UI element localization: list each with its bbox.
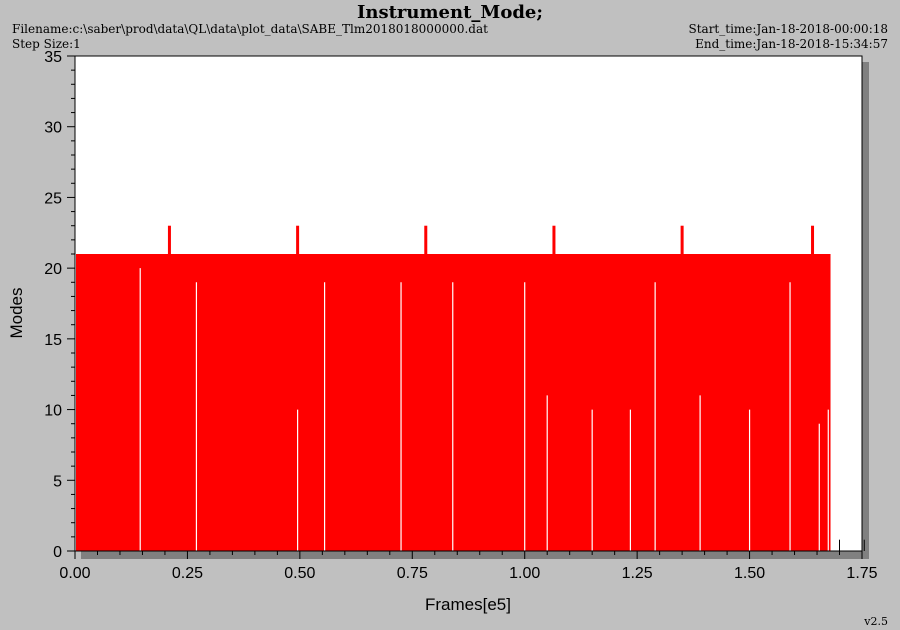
start-time-label: Start_time:Jan-18-2018-00:00:18 (688, 22, 889, 36)
y-tick-label: 15 (44, 332, 62, 349)
x-axis-label: Frames[e5] (425, 595, 511, 614)
mode-spike (167, 225, 171, 255)
mode-spike (424, 225, 428, 255)
y-tick-label: 25 (44, 190, 62, 207)
x-tick-label: 0.50 (284, 565, 315, 582)
end-time-label: End_time:Jan-18-2018-15:34:57 (695, 37, 888, 51)
chart-title: Instrument_Mode; (356, 2, 544, 23)
y-tick-label: 5 (53, 473, 62, 490)
filename-label: Filename:c:\saber\prod\data\QL\data\plot… (12, 22, 488, 36)
x-tick-label: 1.50 (734, 565, 765, 582)
x-tick-label: 0.25 (172, 565, 203, 582)
x-tick-label: 0.00 (59, 565, 90, 582)
x-tick-label: 1.75 (846, 565, 877, 582)
y-tick-label: 0 (53, 544, 62, 561)
y-tick-label: 20 (44, 261, 62, 278)
mode-spike (680, 225, 684, 255)
version-label: v2.5 (864, 615, 888, 628)
y-axis-label: Modes (7, 287, 26, 338)
mode-spike (552, 225, 556, 255)
y-tick-label: 10 (44, 403, 62, 420)
mode-spike (296, 225, 300, 255)
y-tick-label: 30 (44, 120, 62, 137)
x-tick-label: 1.25 (622, 565, 653, 582)
step-size-label: Step Size:1 (12, 37, 81, 51)
y-tick-label: 35 (44, 49, 62, 66)
mode-spike (811, 225, 815, 255)
x-tick-label: 0.75 (397, 565, 428, 582)
x-tick-label: 1.00 (509, 565, 540, 582)
